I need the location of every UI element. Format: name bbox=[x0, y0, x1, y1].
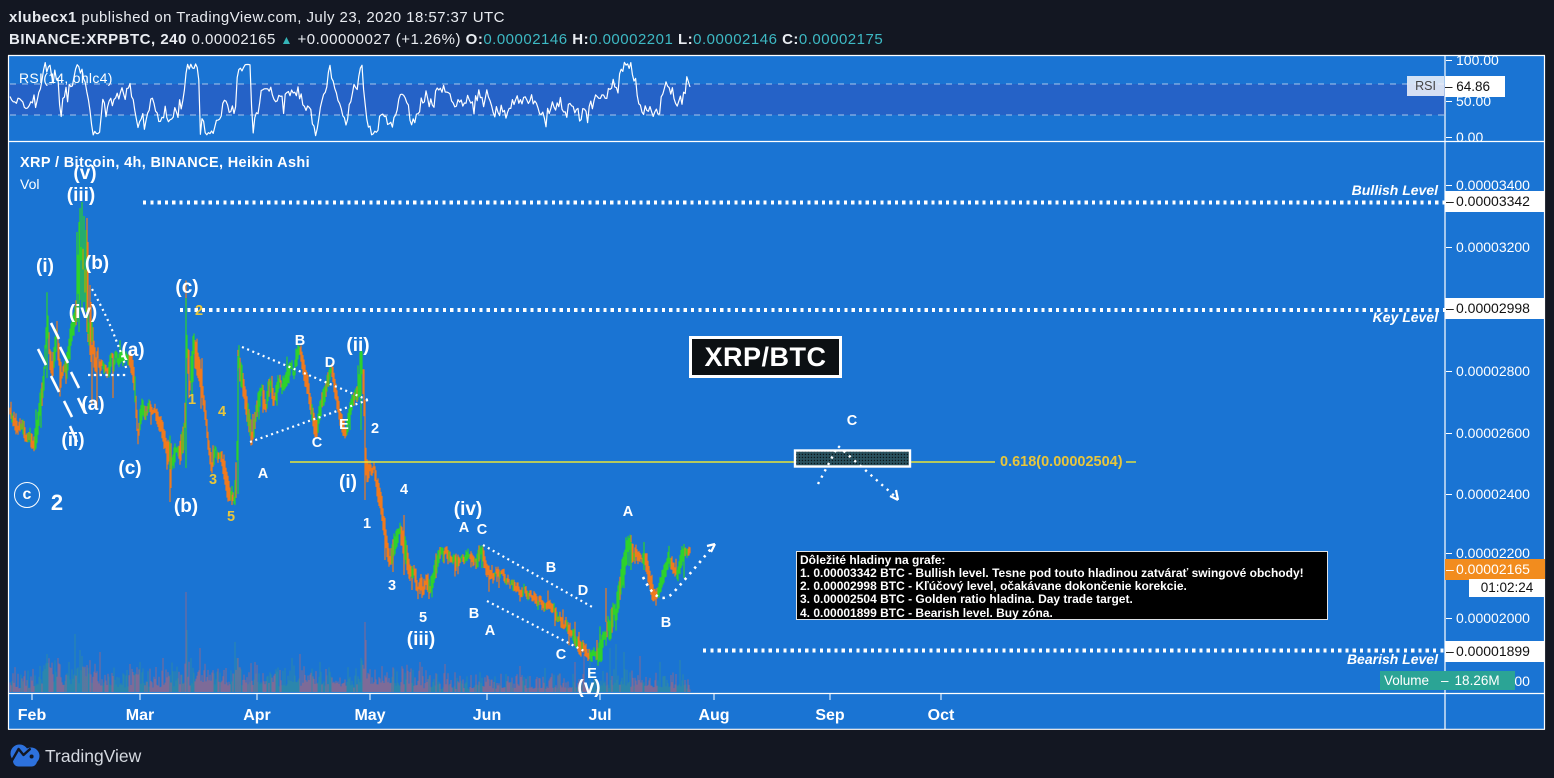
svg-text:Aug: Aug bbox=[698, 707, 729, 724]
svg-text:Mar: Mar bbox=[126, 707, 154, 724]
svg-text:Sep: Sep bbox=[815, 707, 845, 724]
svg-text:Apr: Apr bbox=[243, 707, 271, 724]
svg-text:Oct: Oct bbox=[928, 707, 955, 724]
svg-text:May: May bbox=[354, 707, 385, 724]
svg-text:Jul: Jul bbox=[588, 707, 611, 724]
svg-text:Feb: Feb bbox=[18, 707, 47, 724]
svg-text:Jun: Jun bbox=[473, 707, 501, 724]
